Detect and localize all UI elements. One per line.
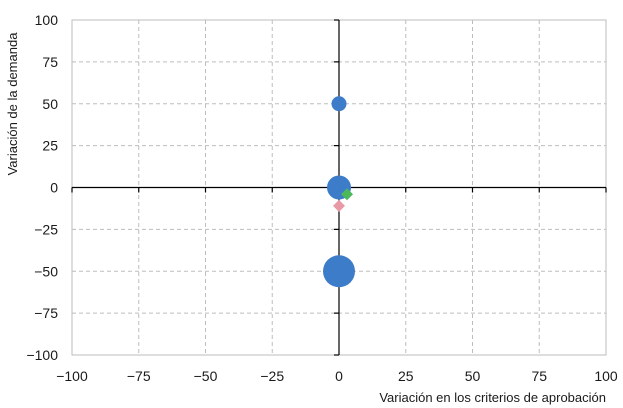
y-tick-label: −50 [34, 263, 58, 279]
y-tick-label: 75 [42, 54, 58, 70]
x-tick-label: −75 [127, 368, 151, 384]
data-points [323, 96, 355, 288]
y-tick-label: 50 [42, 96, 58, 112]
scatter-point-diamond [341, 188, 354, 201]
y-tick-labels: −100 −75 −50 −25 0 25 50 75 100 [26, 12, 58, 363]
y-tick-label: −100 [26, 347, 58, 363]
y-tick-label: −25 [34, 221, 58, 237]
y-tick-label: 100 [35, 12, 59, 28]
x-tick-label: 50 [465, 368, 481, 384]
scatter-point [323, 255, 355, 288]
y-tick-label: 0 [50, 180, 58, 196]
x-tick-label: 75 [531, 368, 547, 384]
scatter-point-diamond [333, 199, 345, 212]
x-tick-label: 0 [335, 368, 343, 384]
x-tick-labels: −100 −75 −50 −25 0 25 50 75 100 [56, 368, 618, 384]
x-tick-label: −50 [194, 368, 218, 384]
x-tick-label: −25 [260, 368, 284, 384]
y-axis-title: Variación de la demanda [5, 32, 20, 176]
x-tick-label: −100 [56, 368, 88, 384]
y-tick-label: 25 [42, 138, 58, 154]
x-axis-title: Variación en los criterios de aprobación [379, 390, 606, 405]
x-tick-label: 100 [594, 368, 618, 384]
scatter-point [331, 96, 347, 112]
x-tick-label: 25 [398, 368, 414, 384]
y-tick-label: −75 [34, 305, 58, 321]
